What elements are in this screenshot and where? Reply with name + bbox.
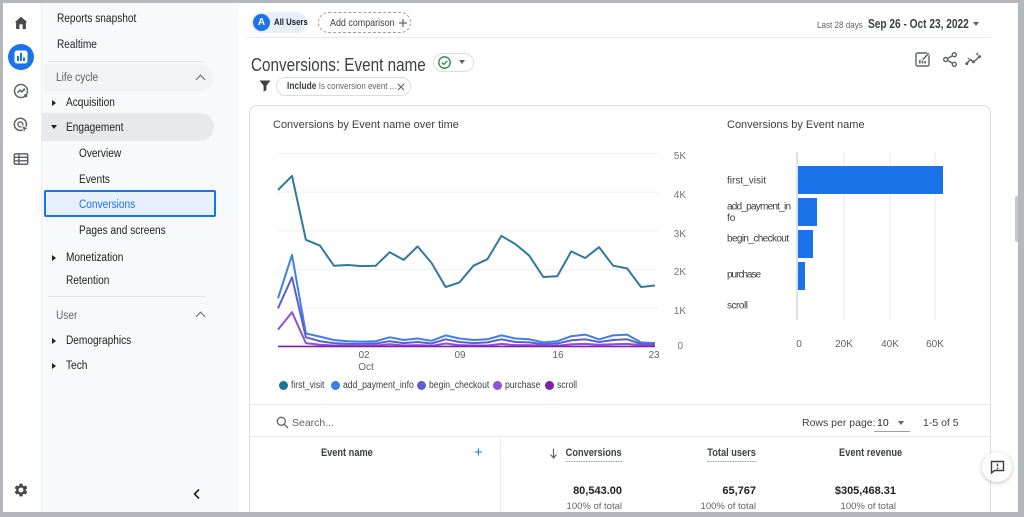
svg-text:Oct: Oct [358, 362, 374, 373]
svg-text:09: 09 [454, 350, 466, 361]
svg-text:2K: 2K [674, 267, 687, 278]
svg-text:0: 0 [796, 339, 802, 350]
svg-text:4K: 4K [674, 190, 687, 201]
svg-text:3K: 3K [674, 229, 687, 240]
svg-text:16: 16 [552, 350, 564, 361]
svg-text:purchase: purchase [727, 270, 761, 281]
svg-text:23: 23 [648, 350, 660, 361]
svg-text:add_payment_in: add_payment_in [727, 202, 791, 213]
svg-text:02: 02 [358, 350, 370, 361]
svg-text:scroll: scroll [727, 301, 748, 312]
svg-text:5K: 5K [674, 151, 687, 162]
svg-text:40K: 40K [881, 339, 899, 350]
svg-text:60K: 60K [926, 339, 944, 350]
svg-text:fo: fo [727, 213, 736, 224]
svg-text:1K: 1K [674, 306, 687, 317]
svg-text:begin_checkout: begin_checkout [727, 234, 789, 245]
svg-text:first_visit: first_visit [727, 176, 766, 187]
svg-text:20K: 20K [835, 339, 853, 350]
svg-text:0: 0 [677, 341, 683, 352]
